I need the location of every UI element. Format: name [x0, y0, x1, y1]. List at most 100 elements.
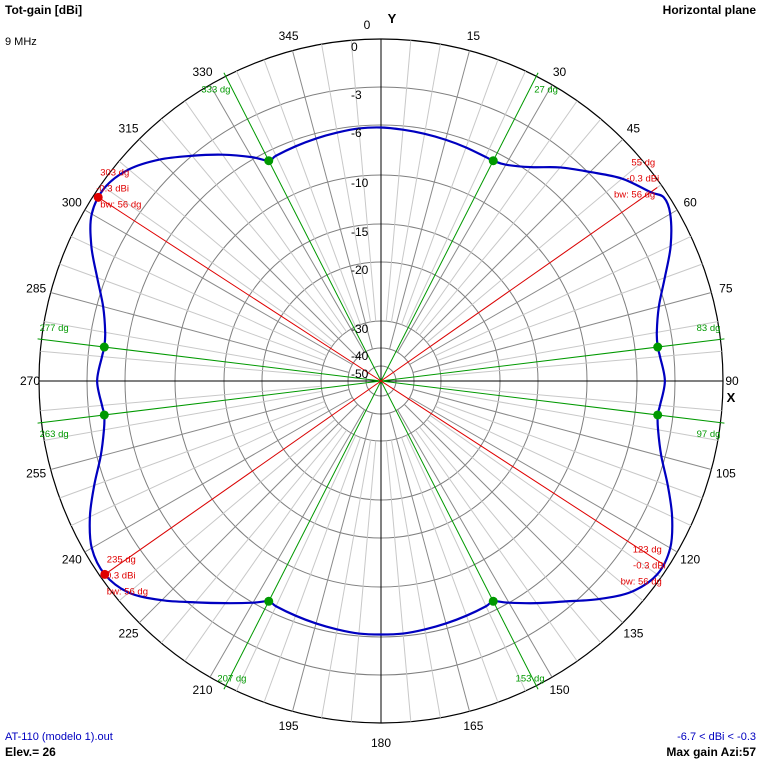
grid-spoke: [385, 40, 412, 322]
grid-spoke: [100, 184, 333, 347]
pattern-layer: [88, 126, 674, 636]
beamwidth-label: bw: 56 dg: [614, 190, 655, 201]
beamwidth-marker: [100, 569, 110, 579]
null-label: 207 dg: [217, 673, 246, 684]
radial-tick-label: -6: [351, 126, 362, 140]
grid-spoke: [419, 118, 602, 336]
grid-spoke: [440, 385, 722, 412]
grid-spoke: [426, 419, 644, 602]
gain-pattern-line: [88, 126, 674, 636]
beamwidth-label: bw: 56 dg: [100, 199, 141, 210]
grid-spoke: [118, 160, 336, 343]
grid-spoke: [435, 405, 692, 526]
beamwidth-label: -0.3 dBi: [96, 183, 129, 194]
null-line: [380, 338, 725, 382]
grid-spoke: [440, 390, 718, 441]
azimuth-label: 285: [26, 282, 46, 296]
null-marker: [99, 342, 109, 352]
x-axis-label: X: [727, 390, 736, 405]
radial-tick-label: 0: [351, 40, 358, 54]
null-label: 333 dg: [201, 85, 230, 96]
grid-spoke: [437, 401, 703, 499]
grid-spoke: [321, 440, 372, 718]
null-marker: [488, 596, 498, 606]
grid-spoke: [405, 70, 526, 327]
grid-spoke: [426, 160, 644, 343]
null-marker: [488, 156, 498, 166]
grid-spoke: [435, 236, 692, 357]
radial-tick-label: -15: [351, 225, 369, 239]
grid-spoke: [236, 70, 357, 327]
grid-spoke: [350, 40, 377, 322]
grid-spoke: [292, 412, 373, 712]
null-line: [380, 380, 539, 690]
grid-spoke: [385, 440, 412, 722]
grid-spoke: [397, 409, 553, 678]
grid-spoke: [419, 426, 602, 644]
beamwidth-label: 303 dg: [100, 167, 129, 178]
grid-spoke: [184, 100, 347, 333]
grid-spoke: [50, 292, 350, 373]
grid-spoke: [440, 350, 722, 377]
azimuth-label: 90: [725, 374, 739, 388]
azimuth-label: 0: [364, 18, 371, 32]
grid-spoke: [429, 415, 662, 578]
null-marker: [653, 410, 663, 420]
azimuth-label: 255: [26, 466, 46, 480]
beamwidth-label: 55 dg: [631, 158, 655, 169]
grid-spoke: [138, 403, 359, 624]
grid-spoke: [40, 385, 322, 412]
grid-spoke: [350, 440, 377, 722]
grid-spoke: [321, 44, 372, 322]
null-line: [380, 72, 539, 382]
azimuth-label: 45: [627, 122, 641, 136]
grid-spoke: [401, 59, 499, 325]
grid-spoke: [40, 350, 322, 377]
grid-spoke: [292, 50, 373, 350]
grid-spoke: [397, 84, 553, 353]
beamwidth-line: [97, 196, 382, 382]
beamwidth-label: -0.3 dBi: [633, 561, 666, 572]
beamwidth-line: [380, 187, 658, 382]
grid-spoke: [84, 397, 353, 553]
azimuth-label: 105: [716, 466, 736, 480]
grid-spoke: [390, 440, 441, 718]
null-line: [223, 72, 382, 382]
null-label: 263 dg: [40, 429, 69, 440]
grid-spoke: [403, 403, 624, 624]
grid-spoke: [409, 209, 678, 365]
radial-tick-label: -20: [351, 263, 369, 277]
grid-spoke: [209, 409, 365, 678]
grid-spoke: [415, 100, 578, 333]
file-label: AT-110 (modelo 1).out: [5, 731, 113, 743]
beamwidth-label: -0.3 dBi: [626, 174, 659, 185]
null-marker: [653, 342, 663, 352]
null-line: [380, 380, 725, 424]
radial-tick-label: -50: [351, 367, 369, 381]
azimuth-label: 165: [463, 719, 483, 733]
beamwidth-label: bw: 56 dg: [621, 577, 662, 588]
azimuth-label: 330: [192, 65, 212, 79]
grid-spoke: [118, 419, 336, 602]
azimuth-label: 300: [62, 196, 82, 210]
grid-spoke: [209, 84, 365, 353]
grid-spoke: [389, 50, 470, 350]
azimuth-label: 195: [279, 719, 299, 733]
grid-spoke: [401, 437, 499, 703]
azimuth-label: 210: [192, 683, 212, 697]
y-axis-label: Y: [388, 11, 397, 26]
azimuth-label: 240: [62, 553, 82, 567]
radial-tick-label: -40: [351, 349, 369, 363]
azimuth-label: 150: [549, 683, 569, 697]
grid-spoke: [184, 429, 347, 662]
grid-spoke: [59, 263, 325, 361]
beamwidth-marker: [93, 192, 103, 202]
grid-spoke: [84, 209, 353, 365]
grid-spoke: [236, 435, 357, 692]
grid-spoke: [44, 390, 322, 441]
grid-spoke: [59, 401, 325, 499]
null-marker: [99, 410, 109, 420]
null-line: [37, 380, 382, 424]
azimuth-label: 75: [719, 282, 733, 296]
azimuth-label: 15: [467, 29, 481, 43]
